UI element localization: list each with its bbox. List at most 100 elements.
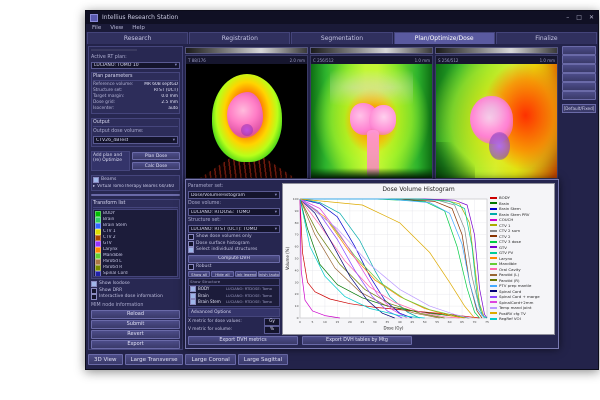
plan-dose-button[interactable]: Plan Dose (132, 152, 180, 160)
active-plan-dropdown[interactable]: LUCIANO: TOMO 10 ▾ (91, 62, 180, 69)
legend-item-parotid-l[interactable]: Parotid (L) (490, 272, 552, 278)
minimize-button[interactable]: – (566, 14, 570, 21)
metric-value-field[interactable]: % (264, 325, 280, 334)
legend-item-ctv-3-dose[interactable]: CTV 3 dose (490, 239, 552, 245)
checkbox-icon[interactable] (188, 240, 194, 247)
legend-item-spinalcord-2mm[interactable]: SpinalCord+2mm (490, 300, 552, 306)
tab-plan-optimize-dose[interactable]: Plan/Optimize/Dose (393, 32, 495, 44)
3d-view-button[interactable]: 3D View (88, 354, 123, 365)
legend-item-spinal-cord[interactable]: Spinal Cord (490, 289, 552, 295)
row-show-checkbox[interactable] (190, 292, 196, 299)
structure-tree-item-parotid-r[interactable]: Parotid R (95, 265, 176, 272)
beams-header[interactable]: Beams (93, 177, 178, 184)
check-show-isodose[interactable]: Show Isodose (91, 281, 180, 288)
viewport-transverse[interactable]: T 88/176 2.0 mm (185, 55, 308, 179)
menu-view[interactable]: View (110, 25, 124, 31)
legend-item-ptv-prep-mantle[interactable]: PTV prep mantle (490, 283, 552, 289)
legend-item-oral-cavity[interactable]: Oral Cavity (490, 267, 552, 273)
layout-preset-button-5[interactable] (562, 82, 596, 91)
checkbox-icon[interactable] (188, 263, 194, 270)
compute-dvh-button[interactable]: Compute DVH (188, 254, 280, 263)
legend-item-couch[interactable]: COUCH (490, 217, 552, 223)
export-dvh-metrics-button[interactable]: Export DVH metrics (188, 336, 298, 345)
layout-preset-button-2[interactable] (562, 55, 596, 64)
export-dvh-tables-by-mtg-button[interactable]: Export DVH tables by Mtg (302, 336, 412, 345)
legend-item-body[interactable]: BODY (490, 195, 552, 201)
layout-preset-button-3[interactable] (562, 64, 596, 73)
structure-tree-item-brain[interactable]: Brain (95, 217, 176, 224)
transverse-dose-image[interactable] (186, 64, 307, 178)
checkbox-icon[interactable] (188, 247, 194, 254)
coronal-dose-image[interactable] (311, 64, 432, 178)
legend-item-gtv[interactable]: GTV (490, 245, 552, 251)
window-level-slider-1[interactable] (185, 47, 308, 54)
title-bar[interactable]: Intellius Research Station – □ ✕ (86, 11, 598, 24)
large-transverse-button[interactable]: Large Transverse (124, 354, 184, 365)
legend-item-brain-stem[interactable]: Brain Stem (490, 206, 552, 212)
close-button[interactable]: ✕ (588, 14, 594, 21)
structure-tree-item-mandible[interactable]: Mandible (95, 253, 176, 260)
legend-item-ctv-1[interactable]: CTV 1 (490, 223, 552, 229)
viewport-coronal[interactable]: C 256/512 1.0 mm (310, 55, 433, 179)
robust-check-row[interactable]: Robust (188, 264, 280, 271)
tab-segmentation[interactable]: Segmentation (291, 32, 393, 44)
row-show-checkbox[interactable] (190, 286, 196, 293)
structure-tree-item-spinal-cord[interactable]: Spinal Cord (95, 271, 176, 277)
legend-item-ctv-2-sum[interactable]: CTV 2 sum (490, 228, 552, 234)
export-button[interactable]: Export (91, 339, 180, 349)
checkbox-icon[interactable] (188, 234, 194, 241)
viewport-sagittal[interactable]: S 256/512 1.0 mm (435, 55, 558, 179)
dvh-check-dose-surface-histogram[interactable]: Dose surface histogram (188, 241, 280, 248)
revert-button[interactable]: Revert (91, 329, 180, 339)
tab-research[interactable]: Research (87, 32, 189, 44)
structure-set-dropdown[interactable]: LUCIANO: RTST (UCT): TOMO ▾ (188, 225, 280, 233)
output-dose-dropdown[interactable]: CTV26_4BTest ▾ (93, 136, 178, 144)
dose-volume-dropdown[interactable]: LUCIANO: RTDOSE: TOMO ▾ (188, 208, 280, 216)
calc-dose-button[interactable]: Calc Dose (132, 162, 180, 170)
hide-all-button[interactable]: Hide all (211, 271, 234, 277)
sagittal-dose-image[interactable] (436, 64, 557, 178)
legend-item-regref-voi[interactable]: RegRef VOI (490, 316, 552, 322)
structure-tree-item-ctv-1[interactable]: CTV 1 (95, 229, 176, 236)
checkbox-icon[interactable] (91, 281, 97, 288)
submit-button[interactable]: Submit (91, 319, 180, 329)
link-legend-button[interactable]: Link legend (234, 271, 257, 277)
legend-item-temp-mand-joint[interactable]: Temp mand joint (490, 305, 552, 311)
menu-help[interactable]: Help (132, 25, 145, 31)
layout-preset-button-4[interactable] (562, 73, 596, 82)
structure-tree-item-body[interactable]: BODY (95, 211, 176, 218)
tree-expand-icon[interactable]: ▸ (93, 183, 96, 189)
tab-registration[interactable]: Registration (189, 32, 291, 44)
add-plan-button[interactable]: Add plan and (re) Optimize (91, 151, 130, 171)
reload-button[interactable]: Reload (91, 309, 180, 319)
legend-item-brain-stem-prv[interactable]: Brain Stem PRV (490, 212, 552, 218)
finish-auto-button[interactable]: finish (auto) (257, 271, 280, 277)
large-coronal-button[interactable]: Large Coronal (185, 354, 236, 365)
large-sagittal-button[interactable]: Large Sagittal (237, 354, 289, 365)
row-show-checkbox[interactable] (190, 299, 196, 306)
checkbox-icon[interactable] (91, 287, 97, 294)
dvh-table-row-body[interactable]: BODY LUCIANO: RTDOSE: Tomo (189, 286, 279, 293)
structure-tree-item-gtv[interactable]: GTV (95, 241, 176, 248)
dvh-check-show-dose-volumes-only[interactable]: Show dose volumes only (188, 234, 280, 241)
parameter-set-dropdown[interactable]: Dose/VolumeHistogram ▾ (188, 191, 280, 199)
maximize-button[interactable]: □ (576, 14, 582, 21)
legend-item-brain[interactable]: Brain (490, 201, 552, 207)
dvh-table-row-brain-stem[interactable]: Brain Stem LUCIANO: RTDOSE: Tomo (189, 299, 279, 306)
layout-preset-button-6[interactable] (562, 91, 596, 100)
menu-file[interactable]: File (92, 25, 102, 31)
structure-tree-item-parotid-l[interactable]: Parotid L (95, 259, 176, 266)
window-level-slider-3[interactable] (435, 47, 558, 54)
legend-item-larynx[interactable]: Larynx (490, 256, 552, 262)
checkbox-icon[interactable] (93, 177, 99, 184)
window-level-slider-2[interactable] (310, 47, 433, 54)
structure-tree-item-larynx[interactable]: Larynx (95, 247, 176, 254)
structure-tree-item-brain-stem[interactable]: Brain Stem (95, 223, 176, 230)
legend-item-spinal-cord-marge[interactable]: Spinal Cord + marge (490, 294, 552, 300)
tab-finalize[interactable]: Finalize (495, 32, 598, 44)
metric-value-field[interactable]: Gy (264, 317, 280, 326)
legend-item-parotid-r[interactable]: Parotid (R) (490, 278, 552, 284)
checkbox-icon[interactable] (91, 294, 97, 301)
legend-item-ctv-2[interactable]: CTV 2 (490, 234, 552, 240)
default-fixed-button[interactable]: [Default/Fixed] (562, 104, 596, 113)
